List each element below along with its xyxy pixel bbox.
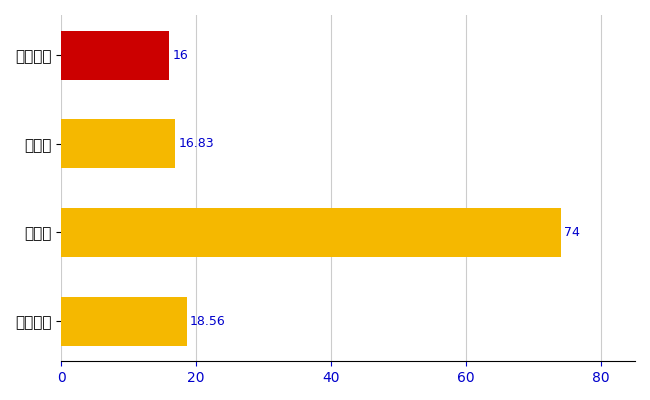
Bar <box>61 31 169 80</box>
Text: 16: 16 <box>173 49 188 62</box>
Bar <box>61 120 175 168</box>
Text: 16.83: 16.83 <box>178 137 214 150</box>
Bar <box>61 208 561 257</box>
Bar <box>61 297 187 346</box>
Text: 18.56: 18.56 <box>190 315 226 328</box>
Text: 74: 74 <box>564 226 580 239</box>
